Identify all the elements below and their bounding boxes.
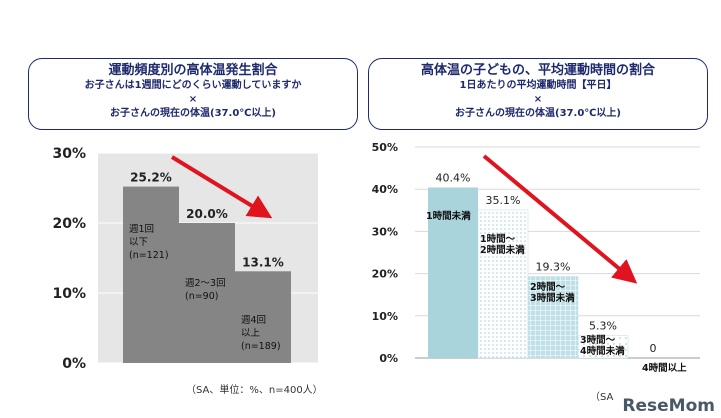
right-bar [477,209,529,359]
right-ytick-label: 40% [372,183,398,196]
left-ytick-label: 0% [62,356,86,372]
right-bar-value-label: 0 [650,342,657,355]
left-category-label: 以下 [129,237,148,248]
left-category-label: (n=121) [129,250,169,261]
right-bar [428,187,478,358]
left-category-label: (n=189) [241,341,281,352]
left-trend-arrow [170,155,273,219]
right-category-label: 3時間～ [580,334,616,346]
left-ytick-label: 10% [52,286,86,302]
right-bar-value-label: 40.4% [436,172,471,185]
right-ytick-label: 30% [372,225,398,238]
right-chart-title: 高体温の子どもの、平均運動時間の割合 [420,63,655,78]
right-chart-title-box: 高体温の子どもの、平均運動時間の割合 1日あたりの平均運動時間【平日】 × お子… [368,58,708,130]
left-chart-note: （SA、単位：%、n=400人） [186,385,323,396]
left-ytick-label: 30% [52,146,86,162]
left-bar [123,186,179,363]
right-category-label: 1時間未満 [426,210,471,222]
right-category-label: 4時間未満 [580,345,625,357]
left-category-label: (n=90) [185,291,218,302]
left-bar-value-label: 20.0% [186,207,228,221]
left-bar-value-label: 13.1% [242,255,284,269]
left-ytick-label: 20% [52,216,86,232]
left-chart-subtitle-1: お子さんは1週間にどのくらい運動していますか [84,80,302,91]
right-category-label: 3時間未満 [530,292,575,304]
right-ytick-label: 20% [372,268,398,281]
right-bar-value-label: 35.1% [486,194,521,207]
right-chart-subtitle-3: お子さんの現在の体温(37.0℃以上) [455,108,621,119]
left-chart-subtitle-3: お子さんの現在の体温(37.0℃以上) [110,108,276,119]
right-chart-subtitle-1: 1日あたりの平均運動時間【平日】 [459,80,617,91]
left-chart-title: 運動頻度別の高体温発生割合 [108,63,278,78]
left-bar-value-label: 25.2% [130,171,172,185]
left-category-label: 週2～3回 [185,277,226,289]
right-bar-value-label: 19.3% [536,261,571,274]
right-ytick-label: 0% [379,352,398,365]
left-category-label: 週4回 [241,314,266,326]
left-chart-subtitle-2: × [188,94,198,105]
right-ytick-label: 50% [372,141,398,154]
right-category-label: 2時間未満 [480,244,525,256]
right-ytick-label: 10% [372,310,398,323]
left-bar [235,271,291,363]
right-category-label: 4時間以上 [642,362,687,374]
right-chart-subtitle-2: × [533,94,543,105]
right-bar [527,276,579,359]
left-chart-title-box: 運動頻度別の高体温発生割合 お子さんは1週間にどのくらい運動していますか × お… [28,58,358,130]
left-category-label: 以上 [241,328,261,339]
right-trend-arrow [482,154,638,284]
right-bar-value-label: 5.3% [589,320,617,333]
right-bar [577,335,629,359]
right-category-label: 2時間～ [530,281,566,293]
right-category-label: 1時間～ [480,233,516,245]
right-chart-note: （SA [590,392,614,403]
left-bar [179,223,235,363]
left-category-label: 週1回 [129,223,154,235]
brand-logo: ReseMom [622,396,715,416]
